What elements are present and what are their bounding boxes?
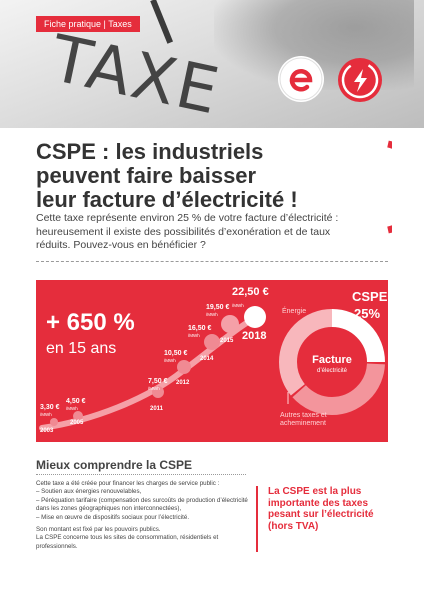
point-2018 bbox=[244, 306, 266, 328]
donut-label-autres: Autres taxes et acheminement bbox=[280, 412, 327, 427]
point-2003 bbox=[50, 418, 58, 426]
price-label: 19,50 €/MWh bbox=[206, 304, 230, 317]
year-label: 2005 bbox=[70, 420, 84, 426]
year-label: 2015 bbox=[220, 338, 234, 344]
price-timeline-graphic bbox=[39, 306, 266, 431]
year-label: 2003 bbox=[40, 428, 54, 434]
donut-label-cspe: CSPE bbox=[352, 289, 388, 304]
growth-headline: + 650 % bbox=[46, 309, 135, 336]
e-circle-logo-icon bbox=[278, 56, 324, 102]
year-label: 2018 bbox=[242, 330, 267, 342]
title-line: leur facture d’électricité ! bbox=[36, 187, 298, 212]
point-2014 bbox=[204, 334, 220, 350]
price-label: 4,50 €/MWh bbox=[66, 398, 86, 411]
donut-label-cspe-pct: 25% bbox=[354, 306, 381, 321]
donut-label-energie: Énergie bbox=[282, 308, 307, 315]
point-2015 bbox=[221, 315, 239, 333]
body-paragraph: Cette taxe a été créée pour financer les… bbox=[36, 480, 220, 487]
bill-breakdown-donut bbox=[279, 309, 385, 415]
list-item: – Soutien aux énergies renouvelables, bbox=[36, 488, 142, 496]
body-paragraph: Son montant est fixé par les pouvoirs pu… bbox=[36, 526, 161, 534]
section-title: Mieux comprendre la CSPE bbox=[36, 458, 193, 472]
section-divider bbox=[36, 474, 246, 475]
hero-taxe-text: TAXE bbox=[44, 22, 227, 128]
year-label: 2011 bbox=[150, 406, 164, 412]
autres-slice bbox=[279, 309, 385, 415]
section-body: Cette taxe a été créée pour financer les… bbox=[36, 480, 248, 551]
price-label: 16,50 €/MWh bbox=[188, 325, 212, 338]
point-2005 bbox=[73, 411, 83, 421]
title-line: peuvent faire baisser bbox=[36, 163, 257, 188]
hero-image: TAXE Fiche pratique | Taxes bbox=[0, 0, 424, 128]
price-label: 7,50 €/MWh bbox=[148, 378, 168, 391]
category-tag: Fiche pratique | Taxes bbox=[36, 16, 140, 32]
price-label: 22,50 €/MWh bbox=[232, 286, 269, 308]
year-label: 2014 bbox=[200, 356, 214, 362]
intro-text: Cette taxe représente environ 25 % de vo… bbox=[36, 212, 339, 251]
year-label: 2012 bbox=[176, 380, 190, 386]
lightning-bolt-icon bbox=[338, 58, 382, 102]
growth-subline: en 15 ans bbox=[46, 340, 117, 357]
title-line: CSPE : les industriels bbox=[36, 139, 264, 164]
point-2012 bbox=[177, 360, 191, 374]
donut-center-sub: d’électricité bbox=[316, 368, 347, 374]
price-label: 10,50 €/MWh bbox=[164, 350, 188, 363]
list-item: – Péréquation tarifaire (compensation de… bbox=[36, 496, 248, 513]
page-title: CSPE : les industriels peuvent faire bai… bbox=[36, 140, 306, 212]
infographic-panel: + 650 % en 15 ans 3,30 €/MWh 2003 4,50 €… bbox=[36, 280, 388, 442]
donut-center-title: Facture bbox=[312, 354, 352, 366]
point-2011 bbox=[152, 386, 164, 398]
price-label: 3,30 €/MWh bbox=[40, 404, 60, 417]
energie-slice bbox=[279, 309, 385, 415]
pen-image bbox=[150, 0, 174, 44]
divider bbox=[36, 261, 388, 262]
donut-center bbox=[299, 329, 365, 395]
callout-quote: La CSPE est la plus importante des taxes… bbox=[256, 486, 376, 552]
body-paragraph: La CSPE concerne tous les sites de conso… bbox=[36, 534, 219, 550]
list-item: – Mise en œuvre de dispositifs sociaux p… bbox=[36, 513, 190, 521]
